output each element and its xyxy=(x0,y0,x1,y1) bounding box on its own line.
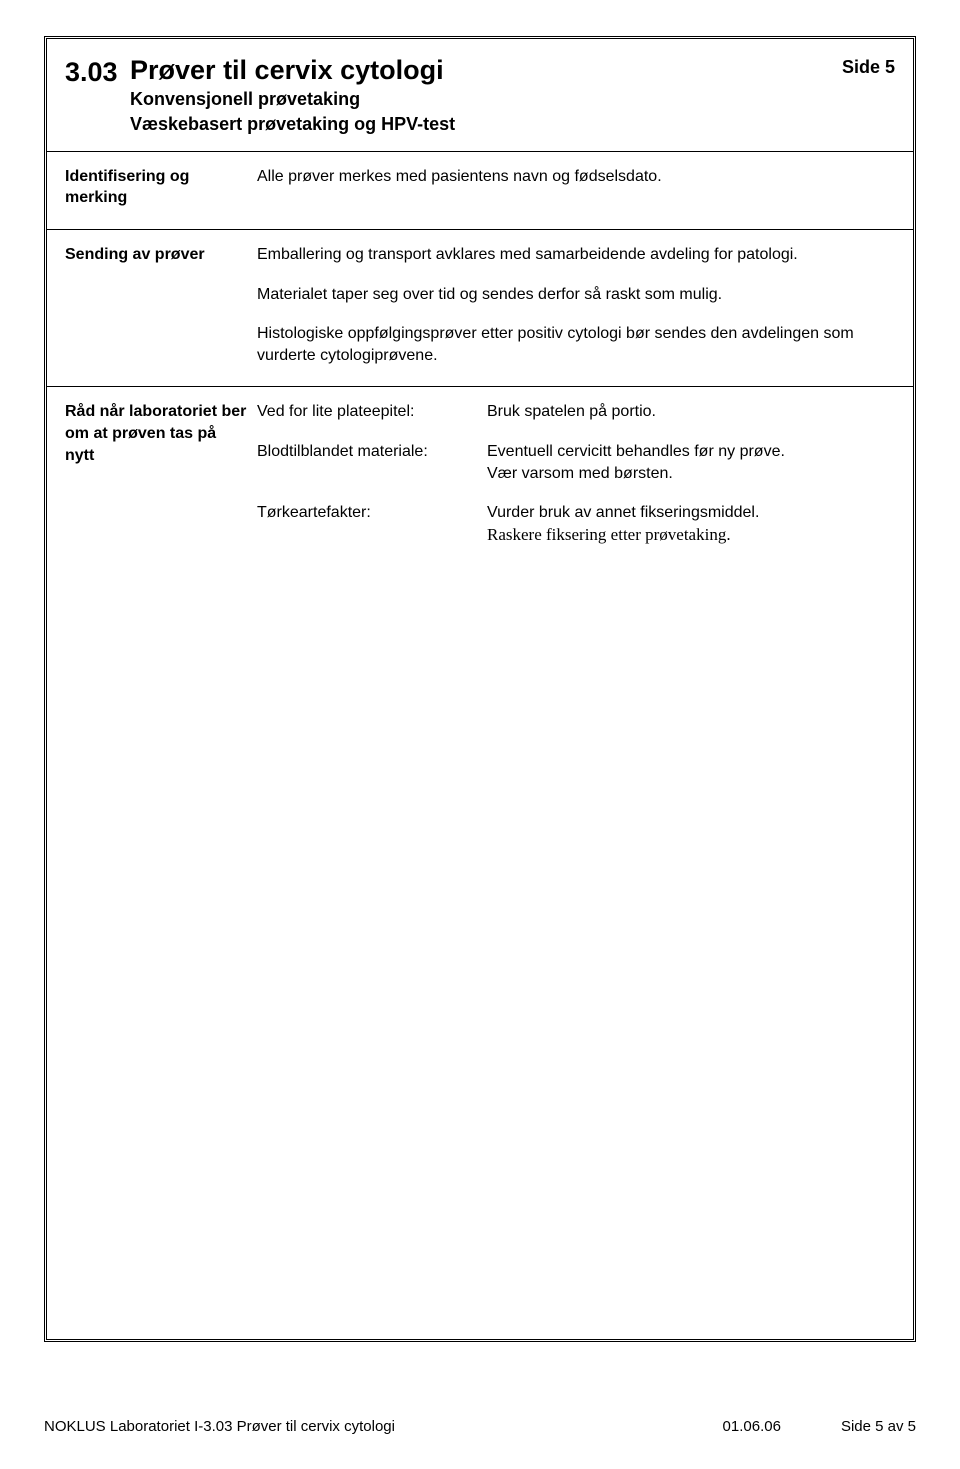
page-label: Side 5 xyxy=(842,55,895,137)
advice-row: Ved for lite plateepitel: Bruk spatelen … xyxy=(257,401,895,423)
page-footer: NOKLUS Laboratoriet I-3.03 Prøver til ce… xyxy=(44,1418,916,1435)
footer-date: 01.06.06 xyxy=(723,1418,841,1435)
advice-term: Tørkeartefakter: xyxy=(257,502,487,547)
section-label: Identifisering og merking xyxy=(65,166,257,209)
header-left: 3.03 Prøver til cervix cytologi Konvensj… xyxy=(65,55,842,137)
advice-desc-line: Eventuell cervicitt behandles før ny prø… xyxy=(487,443,785,482)
footer-page: Side 5 av 5 xyxy=(841,1418,916,1435)
section-advice: Råd når laboratoriet ber om at prøven ta… xyxy=(47,387,913,566)
section-body: Emballering og transport avklares med sa… xyxy=(257,244,895,366)
document-frame: 3.03 Prøver til cervix cytologi Konvensj… xyxy=(44,36,916,1342)
advice-desc-line: Vurder bruk av annet fikseringsmiddel. xyxy=(487,504,759,521)
section-label: Sending av prøver xyxy=(65,244,257,366)
paragraph: Materialet taper seg over tid og sendes … xyxy=(257,284,895,306)
doc-title: Prøver til cervix cytologi xyxy=(130,55,455,86)
advice-desc-serif: Raskere fiksering etter prøvetaking. xyxy=(487,525,731,544)
advice-row: Blodtilblandet materiale: Eventuell cerv… xyxy=(257,441,895,484)
section-label: Råd når laboratoriet ber om at prøven ta… xyxy=(65,401,257,546)
title-block: Prøver til cervix cytologi Konvensjonell… xyxy=(130,55,455,137)
advice-desc: Bruk spatelen på portio. xyxy=(487,401,895,423)
paragraph: Alle prøver merkes med pasientens navn o… xyxy=(257,166,895,188)
advice-row: Tørkeartefakter: Vurder bruk av annet fi… xyxy=(257,502,895,547)
advice-term: Ved for lite plateepitel: xyxy=(257,401,487,423)
doc-subtitle-2: Væskebasert prøvetaking og HPV-test xyxy=(130,113,455,136)
section-body: Ved for lite plateepitel: Bruk spatelen … xyxy=(257,401,895,546)
paragraph: Histologiske oppfølgingsprøver etter pos… xyxy=(257,323,895,366)
doc-subtitle-1: Konvensjonell prøvetaking xyxy=(130,88,455,111)
advice-desc: Eventuell cervicitt behandles før ny prø… xyxy=(487,441,895,484)
section-identifisering: Identifisering og merking Alle prøver me… xyxy=(47,152,913,230)
section-sending: Sending av prøver Emballering og transpo… xyxy=(47,230,913,387)
header-row: 3.03 Prøver til cervix cytologi Konvensj… xyxy=(47,39,913,152)
advice-term: Blodtilblandet materiale: xyxy=(257,441,487,484)
section-body: Alle prøver merkes med pasientens navn o… xyxy=(257,166,895,209)
advice-desc: Vurder bruk av annet fikseringsmiddel. R… xyxy=(487,502,895,547)
paragraph: Emballering og transport avklares med sa… xyxy=(257,244,895,266)
page: 3.03 Prøver til cervix cytologi Konvensj… xyxy=(0,0,960,1469)
doc-number: 3.03 xyxy=(65,55,118,88)
footer-left: NOKLUS Laboratoriet I-3.03 Prøver til ce… xyxy=(44,1418,723,1435)
